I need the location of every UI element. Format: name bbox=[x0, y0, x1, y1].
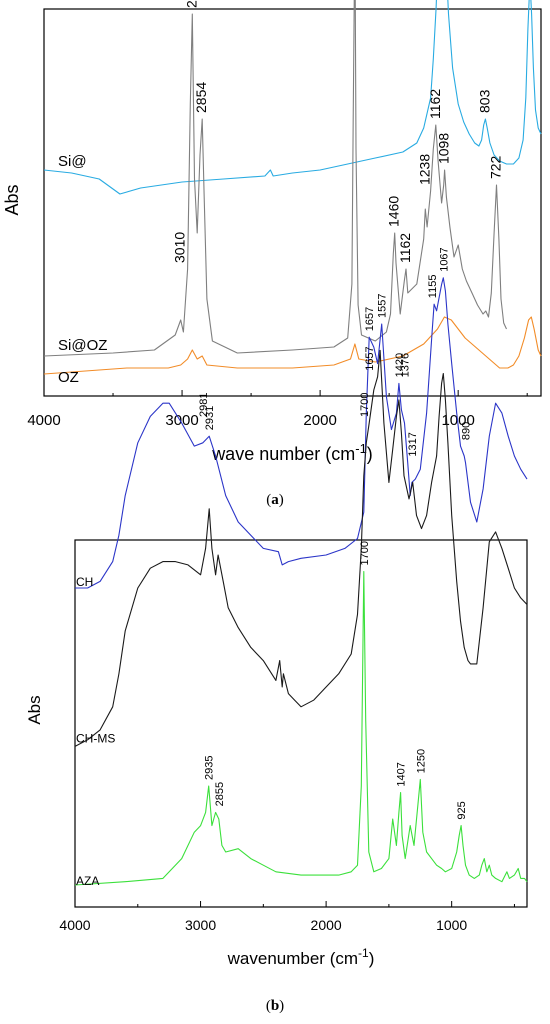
figure-panel-b: 4000 3000 2000 1000 wavenumber (cm-1) Abs CH CH… bbox=[0, 247, 550, 1024]
peak-label: 1700 bbox=[359, 541, 371, 565]
caption-b: (b) bbox=[265, 998, 285, 1014]
series-line-oz bbox=[43, 316, 542, 375]
series-label: CH-MS bbox=[76, 731, 115, 745]
x-tick-label-b: 4000 bbox=[59, 917, 90, 933]
series-label: AZA bbox=[76, 874, 99, 888]
peak-label: 890 bbox=[460, 422, 472, 440]
chart-b: 4000 3000 2000 1000 wavenumber (cm-1) Abs CH CH… bbox=[25, 247, 528, 968]
peak-label: 3010 bbox=[172, 232, 188, 263]
peak-label: 803 bbox=[476, 89, 492, 113]
series-label: CH bbox=[76, 575, 93, 589]
series-line-aza bbox=[74, 570, 528, 886]
peak-label: 2981 bbox=[198, 393, 210, 417]
series-line-si-oz bbox=[43, 0, 507, 357]
series-line-ch-ms bbox=[74, 349, 528, 747]
peak-label: 2935 bbox=[204, 756, 216, 780]
peak-label: 1238 bbox=[416, 154, 432, 185]
peak-label: 1557 bbox=[377, 294, 389, 318]
x-tick-label-b: 1000 bbox=[436, 917, 467, 933]
peak-label: 1098 bbox=[436, 133, 452, 164]
series-label: OZ bbox=[58, 369, 79, 386]
peak-label: 925 bbox=[456, 801, 468, 819]
series-label: Si@OZ bbox=[58, 337, 107, 354]
chart-a: 4000 3000 2000 1000 wave number (cm-1) Abs Si@… bbox=[2, 0, 542, 465]
x-tick-label-a: 3000 bbox=[165, 412, 198, 429]
x-tick-label-a: 2000 bbox=[303, 412, 336, 429]
peak-label: 1250 bbox=[415, 749, 427, 773]
peak-label: 1067 bbox=[438, 247, 450, 271]
caption-a: (a) bbox=[266, 492, 284, 508]
series-label: Si@ bbox=[58, 153, 87, 170]
peak-label: 1376 bbox=[399, 353, 411, 377]
peak-label: 1162 bbox=[397, 233, 413, 263]
x-axis-label-b: wavenumber (cm-1) bbox=[227, 946, 375, 968]
peak-label: 2855 bbox=[214, 782, 226, 806]
peak-label: 1420 bbox=[394, 353, 406, 377]
peak-label: 1162 bbox=[427, 89, 443, 119]
peak-label: 2854 bbox=[193, 82, 209, 113]
x-tick-label-b: 3000 bbox=[185, 917, 216, 933]
peak-label: 1155 bbox=[427, 275, 439, 299]
y-axis-label-b: Abs bbox=[25, 695, 44, 724]
x-tick-label-a: 4000 bbox=[27, 412, 60, 429]
peak-label: 2926 bbox=[183, 0, 199, 8]
peak-label: 1460 bbox=[386, 196, 402, 227]
y-axis-label-a: Abs bbox=[2, 184, 22, 215]
peak-label: 1657 bbox=[364, 346, 376, 370]
figure-panel-a: 4000 3000 2000 1000 wave number (cm-1) Abs Si@… bbox=[2, 0, 542, 508]
peak-label: 1317 bbox=[407, 432, 419, 456]
plot-frame-b bbox=[74, 539, 528, 908]
peak-label: 722 bbox=[488, 155, 504, 179]
x-axis-label-a: wave number (cm-1) bbox=[211, 441, 373, 465]
plot-frame-a bbox=[43, 8, 542, 397]
x-tick-label-a: 1000 bbox=[441, 412, 474, 429]
peak-label: 1407 bbox=[396, 762, 408, 786]
peak-label: 1657 bbox=[364, 307, 376, 331]
x-tick-label-b: 2000 bbox=[311, 917, 342, 933]
peak-label: 2931 bbox=[204, 406, 216, 430]
peak-label: 1700 bbox=[359, 393, 371, 417]
series-line-si- bbox=[43, 0, 542, 195]
